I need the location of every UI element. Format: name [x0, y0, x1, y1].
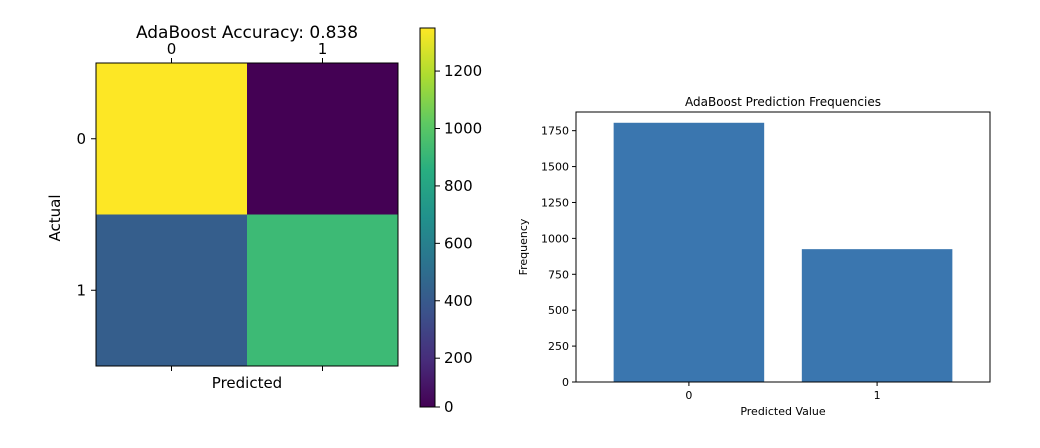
confusion-cell: [96, 63, 248, 215]
confusion-matrix-cells: [96, 63, 399, 367]
colorbar-ticks: 0 200 400 600 800 1000 1200: [435, 62, 482, 416]
colorbar-tick-label: 0: [444, 398, 454, 416]
confusion-matrix-ticks: 0 1 0 1: [76, 40, 327, 371]
bar-y-tick-label: 0: [562, 376, 569, 389]
bar-y-tick-label: 1000: [541, 232, 569, 245]
bar-chart-bars: [613, 122, 953, 383]
confusion-matrix-frame: [95, 62, 399, 367]
bar-chart-ylabel: Frequency: [517, 218, 530, 275]
bar-y-tick-label: 500: [548, 304, 569, 317]
bar-y-tick-label: 1250: [541, 196, 569, 209]
y-tick-label: 0: [76, 130, 86, 148]
confusion-matrix-xlabel: Predicted: [212, 374, 282, 392]
bar-y-tick-label: 1750: [541, 125, 569, 138]
bar-category-1: [801, 249, 953, 382]
y-tick-label: 1: [76, 281, 86, 299]
bar-y-tick-label: 250: [548, 340, 569, 353]
colorbar-gradient: [419, 27, 436, 408]
bar-y-tick-label: 1500: [541, 161, 569, 174]
confusion-cell: [96, 214, 248, 367]
bar-chart-xlabel: Predicted Value: [740, 405, 826, 418]
confusion-matrix-ylabel: Actual: [46, 195, 64, 242]
colorbar-tick-label: 1200: [444, 62, 482, 80]
confusion-cell: [247, 214, 399, 367]
bar-x-tick-label: 0: [685, 389, 692, 402]
confusion-matrix-title: AdaBoost Accuracy: 0.838: [136, 23, 358, 43]
colorbar-tick-label: 1000: [444, 119, 482, 137]
confusion-cell: [247, 63, 399, 215]
x-tick-label: 0: [167, 40, 177, 58]
bar-y-tick-label: 750: [548, 268, 569, 281]
bar-chart-frame: [575, 111, 991, 383]
colorbar-tick-label: 800: [444, 177, 473, 195]
confusion-matrix-chart: 0 101 AdaBoost Accuracy: 0.838 Predicted …: [46, 23, 399, 392]
prediction-frequency-chart: AdaBoost Prediction Frequencies 0 1 0 250 50…: [517, 95, 991, 418]
bar-x-tick-label: 1: [874, 389, 881, 402]
colorbar-tick-label: 200: [444, 349, 473, 367]
bar-chart-ticks: 0 1 0 250 500 750 1000 1250 1500 1750: [541, 125, 881, 402]
colorbar: 0 200 400 600 800 1000 1200: [419, 27, 482, 416]
bar-chart-title: AdaBoost Prediction Frequencies: [685, 95, 881, 109]
colorbar-tick-label: 600: [444, 234, 473, 252]
bar-category-0: [613, 122, 765, 383]
x-tick-label: 1: [318, 40, 328, 58]
colorbar-tick-label: 400: [444, 292, 473, 310]
